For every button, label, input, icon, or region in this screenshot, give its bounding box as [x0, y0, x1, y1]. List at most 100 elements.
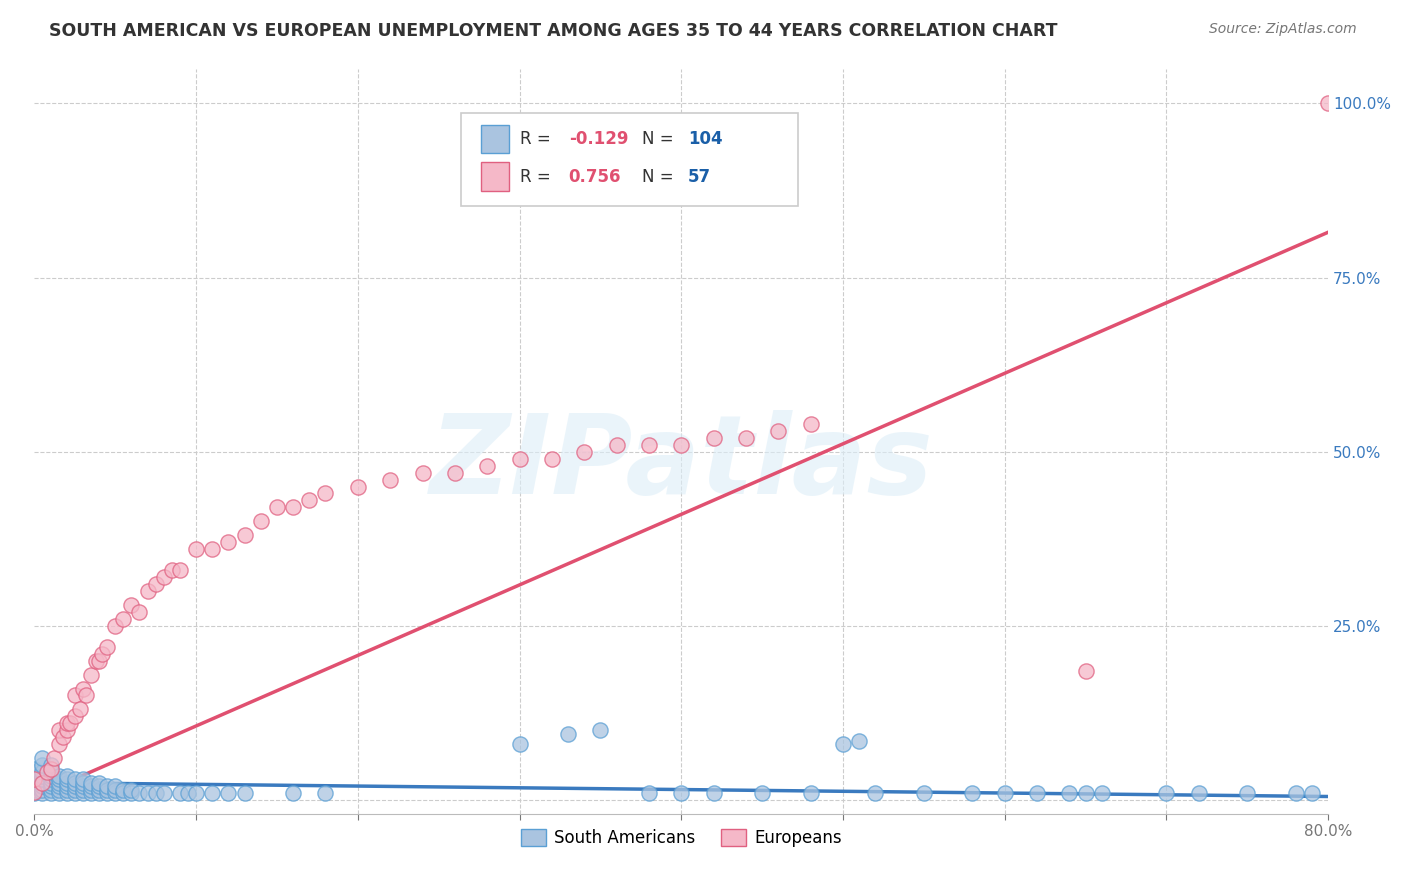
Point	[671, 438, 693, 452]
Point	[31, 779, 53, 793]
FancyBboxPatch shape	[481, 125, 509, 153]
Point	[735, 431, 758, 445]
Point	[233, 786, 256, 800]
Point	[865, 786, 887, 800]
Point	[22, 772, 45, 786]
Point	[120, 782, 142, 797]
Point	[509, 737, 531, 751]
Text: SOUTH AMERICAN VS EUROPEAN UNEMPLOYMENT AMONG AGES 35 TO 44 YEARS CORRELATION CH: SOUTH AMERICAN VS EUROPEAN UNEMPLOYMENT …	[49, 22, 1057, 40]
Point	[39, 779, 62, 793]
Point	[152, 786, 174, 800]
Point	[96, 786, 118, 800]
Point	[39, 758, 62, 772]
Point	[31, 758, 53, 772]
Point	[314, 786, 336, 800]
Point	[22, 772, 45, 786]
Legend: South Americans, Europeans: South Americans, Europeans	[515, 822, 848, 854]
Point	[59, 716, 82, 731]
Point	[832, 737, 855, 751]
Point	[412, 466, 434, 480]
Text: ZIPatlas: ZIPatlas	[429, 410, 934, 517]
Point	[1026, 786, 1049, 800]
Point	[104, 782, 127, 797]
Text: Source: ZipAtlas.com: Source: ZipAtlas.com	[1209, 22, 1357, 37]
Point	[80, 667, 103, 681]
Text: N =: N =	[643, 168, 679, 186]
Point	[87, 654, 110, 668]
Point	[31, 775, 53, 789]
Point	[800, 786, 823, 800]
Point	[112, 782, 135, 797]
Point	[314, 486, 336, 500]
Point	[638, 786, 661, 800]
Point	[346, 479, 368, 493]
Point	[39, 775, 62, 789]
Text: N =: N =	[643, 130, 679, 148]
Point	[201, 786, 224, 800]
Point	[96, 779, 118, 793]
Point	[55, 775, 77, 789]
Point	[37, 765, 59, 780]
Point	[63, 689, 86, 703]
Point	[31, 782, 53, 797]
Point	[638, 438, 661, 452]
Point	[112, 612, 135, 626]
Point	[22, 784, 45, 798]
Point	[39, 786, 62, 800]
Point	[87, 786, 110, 800]
Point	[55, 723, 77, 738]
Point	[48, 769, 70, 783]
Point	[169, 563, 191, 577]
Point	[703, 431, 725, 445]
Point	[574, 444, 596, 458]
Point	[63, 775, 86, 789]
Point	[63, 772, 86, 786]
Point	[63, 709, 86, 723]
Point	[22, 765, 45, 780]
Point	[55, 716, 77, 731]
Point	[31, 775, 53, 789]
Point	[184, 786, 207, 800]
Point	[266, 500, 288, 515]
Point	[217, 786, 239, 800]
Point	[152, 570, 174, 584]
Point	[1236, 786, 1258, 800]
Point	[48, 772, 70, 786]
Point	[39, 772, 62, 786]
Point	[120, 598, 142, 612]
Point	[800, 417, 823, 431]
Point	[63, 779, 86, 793]
Point	[104, 619, 127, 633]
Point	[994, 786, 1017, 800]
Point	[31, 751, 53, 765]
Point	[128, 786, 150, 800]
Point	[145, 786, 167, 800]
Point	[22, 762, 45, 776]
Point	[606, 438, 628, 452]
Point	[120, 786, 142, 800]
Point	[249, 514, 271, 528]
Point	[541, 451, 564, 466]
FancyBboxPatch shape	[481, 162, 509, 191]
Point	[177, 786, 200, 800]
Point	[477, 458, 499, 473]
Point	[87, 775, 110, 789]
Point	[39, 769, 62, 783]
Point	[96, 782, 118, 797]
Point	[201, 542, 224, 557]
Point	[31, 772, 53, 786]
Point	[1285, 786, 1308, 800]
Text: R =: R =	[520, 168, 555, 186]
Point	[48, 782, 70, 797]
Point	[96, 640, 118, 654]
Point	[1156, 786, 1178, 800]
Point	[136, 584, 159, 599]
Point	[768, 424, 790, 438]
Point	[1188, 786, 1211, 800]
Point	[1074, 664, 1097, 678]
Point	[1059, 786, 1081, 800]
Point	[63, 786, 86, 800]
Point	[557, 727, 579, 741]
Point	[912, 786, 935, 800]
Point	[72, 775, 94, 789]
